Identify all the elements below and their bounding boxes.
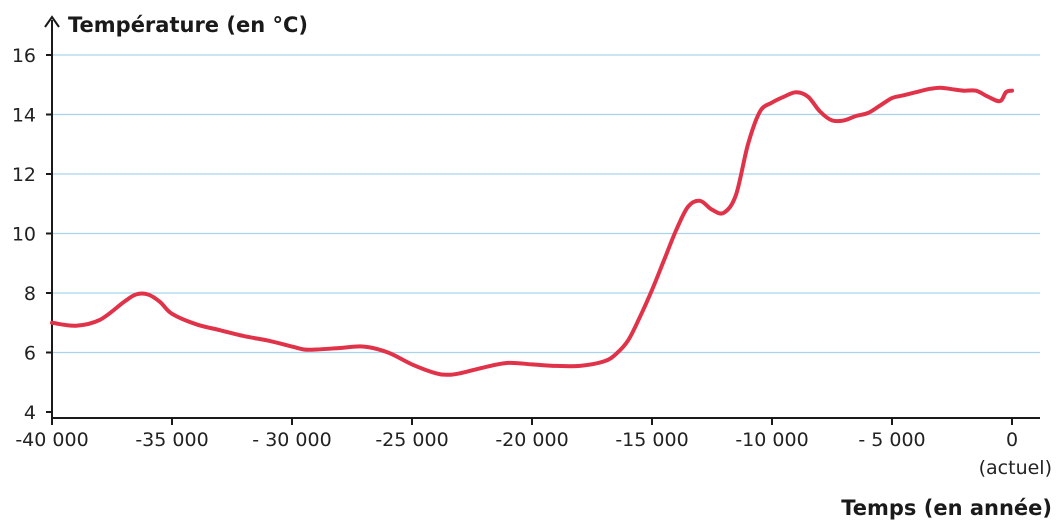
y-tick-label: 6	[24, 343, 36, 365]
grid-lines	[52, 54, 1040, 354]
y-tick-label: 12	[12, 164, 36, 186]
y-tick-label: 8	[24, 283, 36, 305]
y-tick-label: 4	[24, 402, 36, 424]
ticks: 4 6 8 10 12 14 16 -40 000 -35 000 - 30 000 -25 000…	[12, 45, 1018, 451]
x-tick-label: - 5 000	[858, 429, 925, 451]
y-tick-label: 14	[12, 105, 36, 127]
y-tick-label: 16	[12, 45, 36, 67]
y-axis-arrow-icon	[44, 15, 60, 28]
x-tick-label: -25 000	[375, 429, 448, 451]
x-tick-label: -10 000	[735, 429, 808, 451]
y-axis-title: Température (en °C)	[68, 13, 308, 37]
x-axis-title: Temps (en année)	[841, 496, 1052, 520]
x-tick-label: - 30 000	[252, 429, 331, 451]
y-tick-label: 10	[12, 224, 36, 246]
x-tick-label: -20 000	[495, 429, 568, 451]
temperature-line	[50, 85, 1014, 377]
x-tick-label: -40 000	[15, 429, 88, 451]
series	[50, 85, 1014, 377]
x-tick-label: 0	[1006, 429, 1018, 451]
x-axis-note: (actuel)	[979, 457, 1052, 479]
x-tick-label: -15 000	[615, 429, 688, 451]
axes	[44, 15, 1040, 419]
x-tick-label: -35 000	[135, 429, 208, 451]
